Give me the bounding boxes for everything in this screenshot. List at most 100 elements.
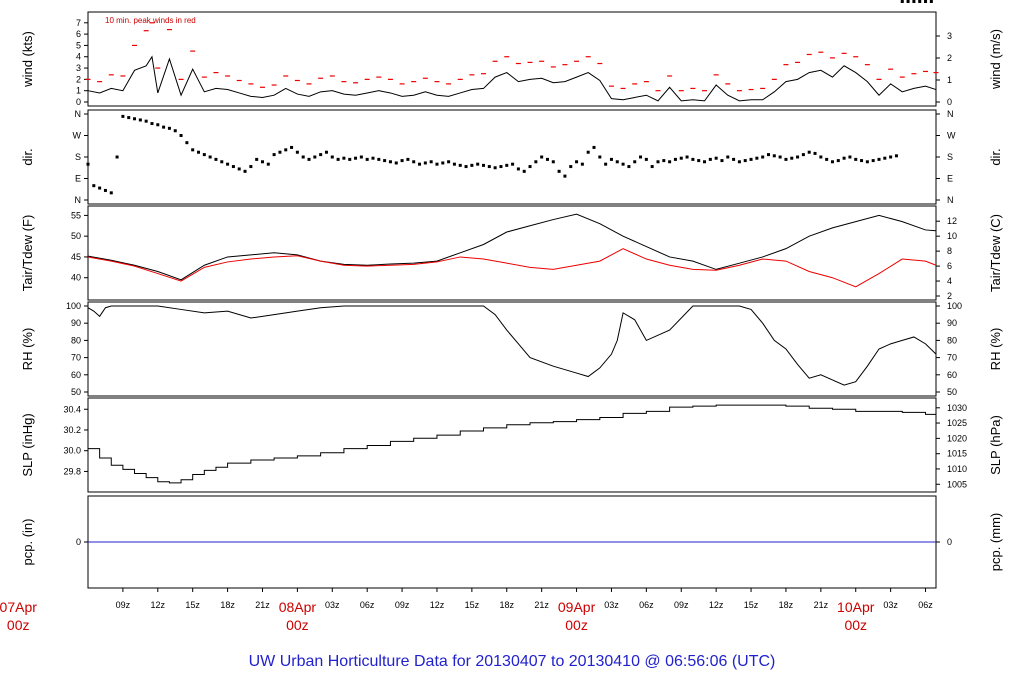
point-dir	[295, 150, 299, 154]
point-dir	[272, 153, 276, 157]
point-dir	[348, 157, 352, 161]
point-dir	[191, 148, 195, 152]
point-dir	[342, 156, 346, 160]
point-dir	[371, 156, 375, 160]
point-dir	[668, 160, 672, 164]
left-tick-label-slp: 29.8	[63, 466, 81, 476]
chart-title: UW Urban Horticulture Data for 20130407 …	[249, 653, 776, 670]
right-tick-label-slp: 1015	[947, 449, 967, 459]
point-dir	[249, 165, 253, 169]
series-temp-Tair	[87, 213, 937, 281]
series-rh-RH	[87, 305, 937, 386]
point-dir	[563, 174, 567, 178]
point-dir	[156, 123, 160, 127]
ylabel-right-slp: SLP (hPa)	[988, 415, 1003, 475]
right-tick-label-rh: 90	[947, 318, 957, 328]
point-dir	[260, 160, 264, 164]
point-dir	[313, 155, 317, 159]
point-dir	[290, 145, 294, 149]
point-dir	[924, 0, 928, 3]
x-tick-label: 09z	[674, 600, 689, 610]
point-dir	[330, 155, 334, 159]
right-tick-label-dir: W	[947, 131, 956, 141]
ylabel-right-temp: Tair/Tdew (C)	[988, 214, 1003, 292]
point-dir	[761, 155, 765, 159]
point-dir	[697, 159, 701, 163]
x-tick-label: 15z	[465, 600, 480, 610]
point-dir	[324, 150, 328, 154]
right-tick-label-slp: 1030	[947, 403, 967, 413]
point-dir	[388, 160, 392, 164]
point-dir	[162, 125, 166, 129]
point-dir	[604, 162, 608, 166]
point-dir	[633, 160, 637, 164]
point-dir	[237, 167, 241, 171]
right-tick-label-temp: 2	[947, 291, 952, 301]
point-dir	[493, 166, 497, 170]
point-dir	[551, 160, 555, 164]
point-dir	[447, 160, 451, 164]
x-tick-label: 18z	[779, 600, 794, 610]
point-dir	[167, 126, 171, 130]
point-dir	[871, 159, 875, 163]
point-dir	[179, 134, 183, 137]
left-tick-label-pcp: 0	[76, 537, 81, 547]
point-dir	[354, 156, 358, 160]
series-slp-SLP	[88, 404, 937, 484]
day-tick-hour: 00z	[565, 617, 588, 633]
point-dir	[383, 159, 387, 163]
series-temp-Tdew	[87, 248, 937, 288]
point-dir	[801, 153, 805, 157]
ylabel-right-pcp: pcp. (mm)	[988, 513, 1003, 572]
left-tick-label-dir: N	[75, 109, 82, 119]
ylabel-left-temp: Tair/Tdew (F)	[20, 215, 35, 292]
x-tick-label: 18z	[220, 600, 235, 610]
right-tick-label-temp: 6	[947, 261, 952, 271]
point-dir	[255, 157, 259, 161]
day-tick-hour: 00z	[844, 617, 867, 633]
point-dir	[202, 153, 206, 157]
point-dir	[732, 157, 736, 161]
point-dir	[173, 129, 177, 133]
day-tick-date: 10Apr	[837, 599, 875, 615]
right-tick-label-temp: 8	[947, 246, 952, 256]
point-dir	[138, 118, 142, 122]
x-tick-label: 09z	[116, 600, 131, 610]
right-tick-label-wind: 0	[947, 97, 952, 107]
point-dir	[848, 155, 852, 159]
ylabel-left-rh: RH (%)	[20, 328, 35, 371]
x-tick-label: 12z	[709, 600, 724, 610]
point-dir	[220, 160, 224, 164]
point-dir	[918, 0, 922, 3]
left-tick-label-wind: 1	[76, 86, 81, 96]
point-dir	[796, 155, 800, 159]
x-tick-label: 21z	[255, 600, 270, 610]
left-tick-label-wind: 6	[76, 29, 81, 39]
point-dir	[98, 186, 102, 190]
left-tick-label-dir: N	[75, 195, 82, 205]
point-dir	[418, 162, 422, 166]
day-tick-hour: 00z	[7, 617, 30, 633]
point-dir	[639, 155, 643, 159]
point-dir	[656, 160, 660, 164]
x-tick-label: 03z	[883, 600, 898, 610]
point-dir	[691, 157, 695, 161]
left-tick-label-rh: 80	[71, 335, 81, 345]
left-tick-label-slp: 30.0	[63, 446, 81, 456]
panel-frame-rh	[87, 301, 937, 397]
point-dir	[714, 156, 718, 160]
point-dir	[650, 165, 654, 169]
point-dir	[644, 157, 648, 161]
x-tick-label: 06z	[918, 600, 933, 610]
left-tick-label-temp: 45	[71, 252, 81, 262]
point-dir	[708, 157, 712, 161]
right-tick-label-slp: 1025	[947, 418, 967, 428]
right-tick-label-slp: 1020	[947, 433, 967, 443]
right-tick-label-rh: 60	[947, 370, 957, 380]
point-dir	[377, 157, 381, 161]
point-dir	[365, 157, 369, 161]
point-dir	[197, 150, 201, 154]
point-dir	[540, 155, 544, 159]
point-dir	[394, 161, 398, 165]
